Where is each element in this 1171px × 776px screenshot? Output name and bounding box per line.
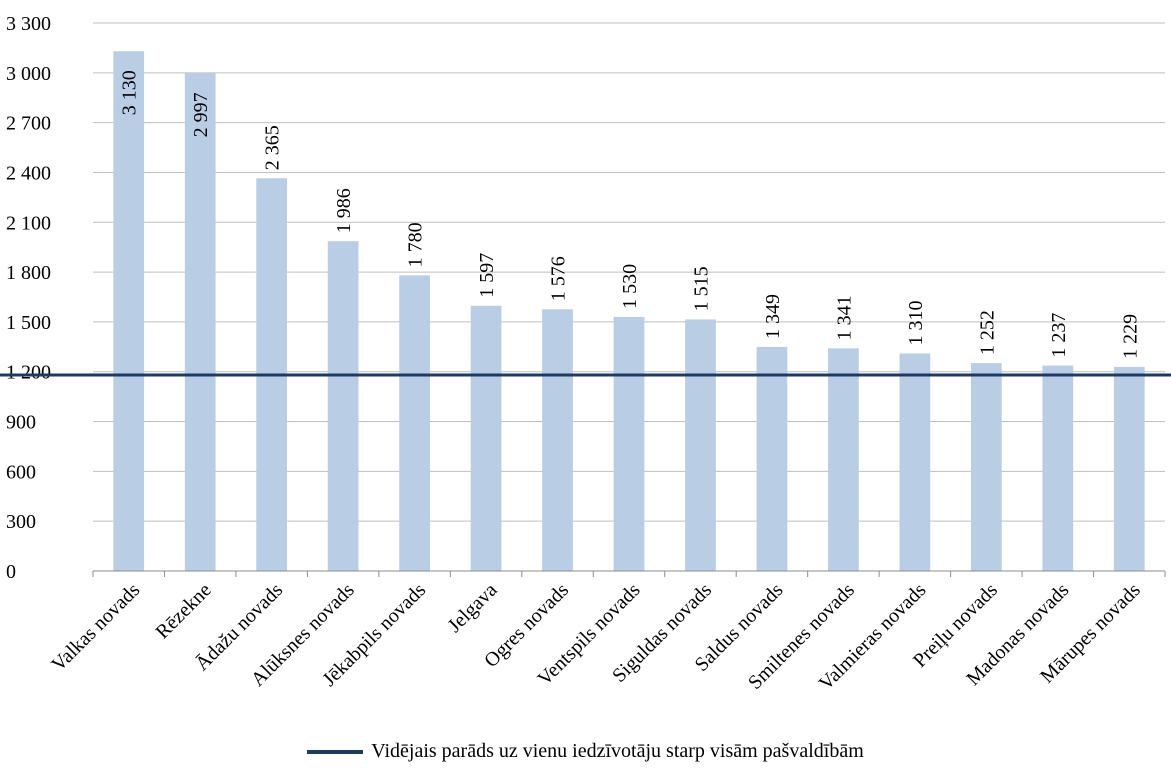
y-tick-label: 2 400 (6, 162, 51, 184)
data-label: 1 597 (476, 253, 498, 298)
legend-swatch (307, 750, 364, 755)
data-label: 1 341 (833, 295, 855, 340)
data-label: 1 530 (619, 264, 641, 309)
bar (828, 348, 859, 571)
data-label: 2 365 (262, 125, 284, 170)
data-labels: 3 130 2 997 2 365 1 986 1 780 1 597 1 576 1 530… (119, 70, 1142, 359)
data-label: 1 515 (690, 266, 712, 311)
bar (399, 275, 430, 571)
data-label: 1 252 (976, 310, 998, 355)
y-tick-label: 3 300 (6, 13, 51, 35)
y-tick-label: 1 800 (6, 262, 51, 284)
bar (685, 319, 716, 571)
bar (470, 305, 502, 571)
data-label: 1 229 (1119, 314, 1141, 359)
y-tick-label: 1 500 (6, 312, 51, 334)
y-tick-label: 2 100 (6, 212, 51, 234)
data-label: 1 576 (548, 256, 570, 301)
bar (1042, 365, 1074, 571)
bar (756, 346, 788, 571)
y-tick-label: 600 (6, 461, 36, 483)
y-tick-label: 300 (6, 511, 36, 533)
category-label: Valkas novads (47, 579, 144, 676)
bar (113, 51, 145, 572)
data-label: 1 986 (333, 188, 355, 233)
data-label: 1 237 (1048, 313, 1070, 358)
bar-chart: 0 300 600 900 1 200 1 500 1 800 2 100 2 400 2 700… (0, 13, 1171, 695)
y-tick-label: 3 000 (6, 63, 51, 85)
y-tick-label: 1 200 (6, 362, 51, 384)
legend: Vidējais parāds uz vienu iedzīvotāju sta… (0, 740, 1171, 763)
data-label: 1 310 (905, 300, 927, 345)
category-label: Rēzekne (151, 579, 215, 643)
category-label: Jelgava (444, 579, 502, 637)
data-label: 3 130 (119, 70, 141, 115)
x-axis (92, 570, 1166, 577)
data-label: 1 349 (762, 294, 784, 339)
data-label: 2 997 (190, 92, 212, 137)
bar (970, 363, 1002, 571)
bar (1113, 366, 1145, 571)
bar (542, 309, 573, 571)
legend-label: Vidējais parāds uz vienu iedzīvotāju sta… (371, 740, 864, 762)
bar (899, 353, 931, 571)
bar (184, 73, 216, 572)
bar (613, 316, 645, 571)
y-tick-label: 2 700 (6, 113, 51, 135)
y-tick-label: 0 (6, 561, 16, 583)
data-label: 1 780 (405, 222, 427, 267)
y-axis-ticks: 0 300 600 900 1 200 1 500 1 800 2 100 2 400 2 700… (6, 13, 51, 583)
bar (327, 241, 359, 571)
y-tick-label: 900 (6, 412, 36, 434)
